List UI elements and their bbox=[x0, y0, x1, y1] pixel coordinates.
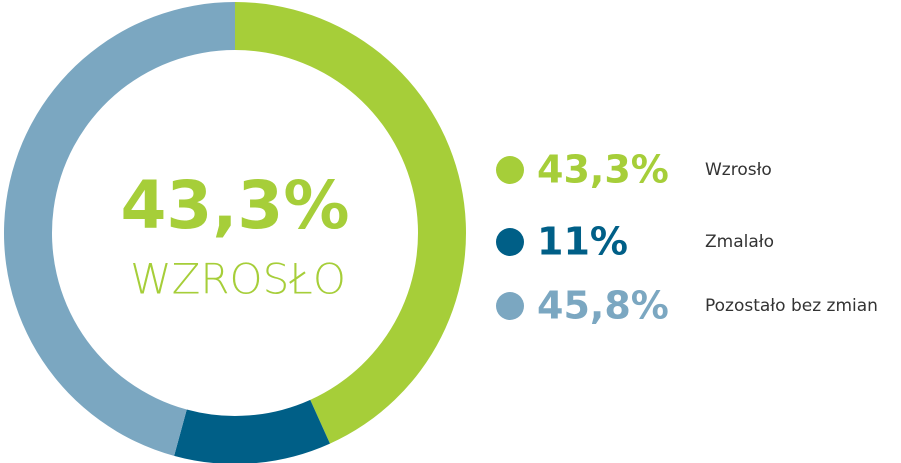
legend-dot bbox=[496, 292, 524, 320]
legend-value: 45,8% bbox=[537, 284, 669, 328]
donut-slice bbox=[4, 2, 235, 456]
donut-slice bbox=[235, 2, 466, 444]
legend-label: Pozostało bez zmian bbox=[705, 296, 878, 316]
center-label: WZROSŁO bbox=[130, 255, 346, 304]
legend-dot bbox=[496, 156, 524, 184]
legend-value: 11% bbox=[537, 220, 628, 264]
legend-label: Wzrosło bbox=[705, 160, 772, 180]
donut-slice bbox=[174, 399, 330, 463]
legend-label: Zmalało bbox=[705, 232, 774, 252]
legend-dot bbox=[496, 228, 524, 256]
center-value: 43,3% bbox=[121, 167, 350, 244]
legend-value: 43,3% bbox=[537, 148, 669, 192]
